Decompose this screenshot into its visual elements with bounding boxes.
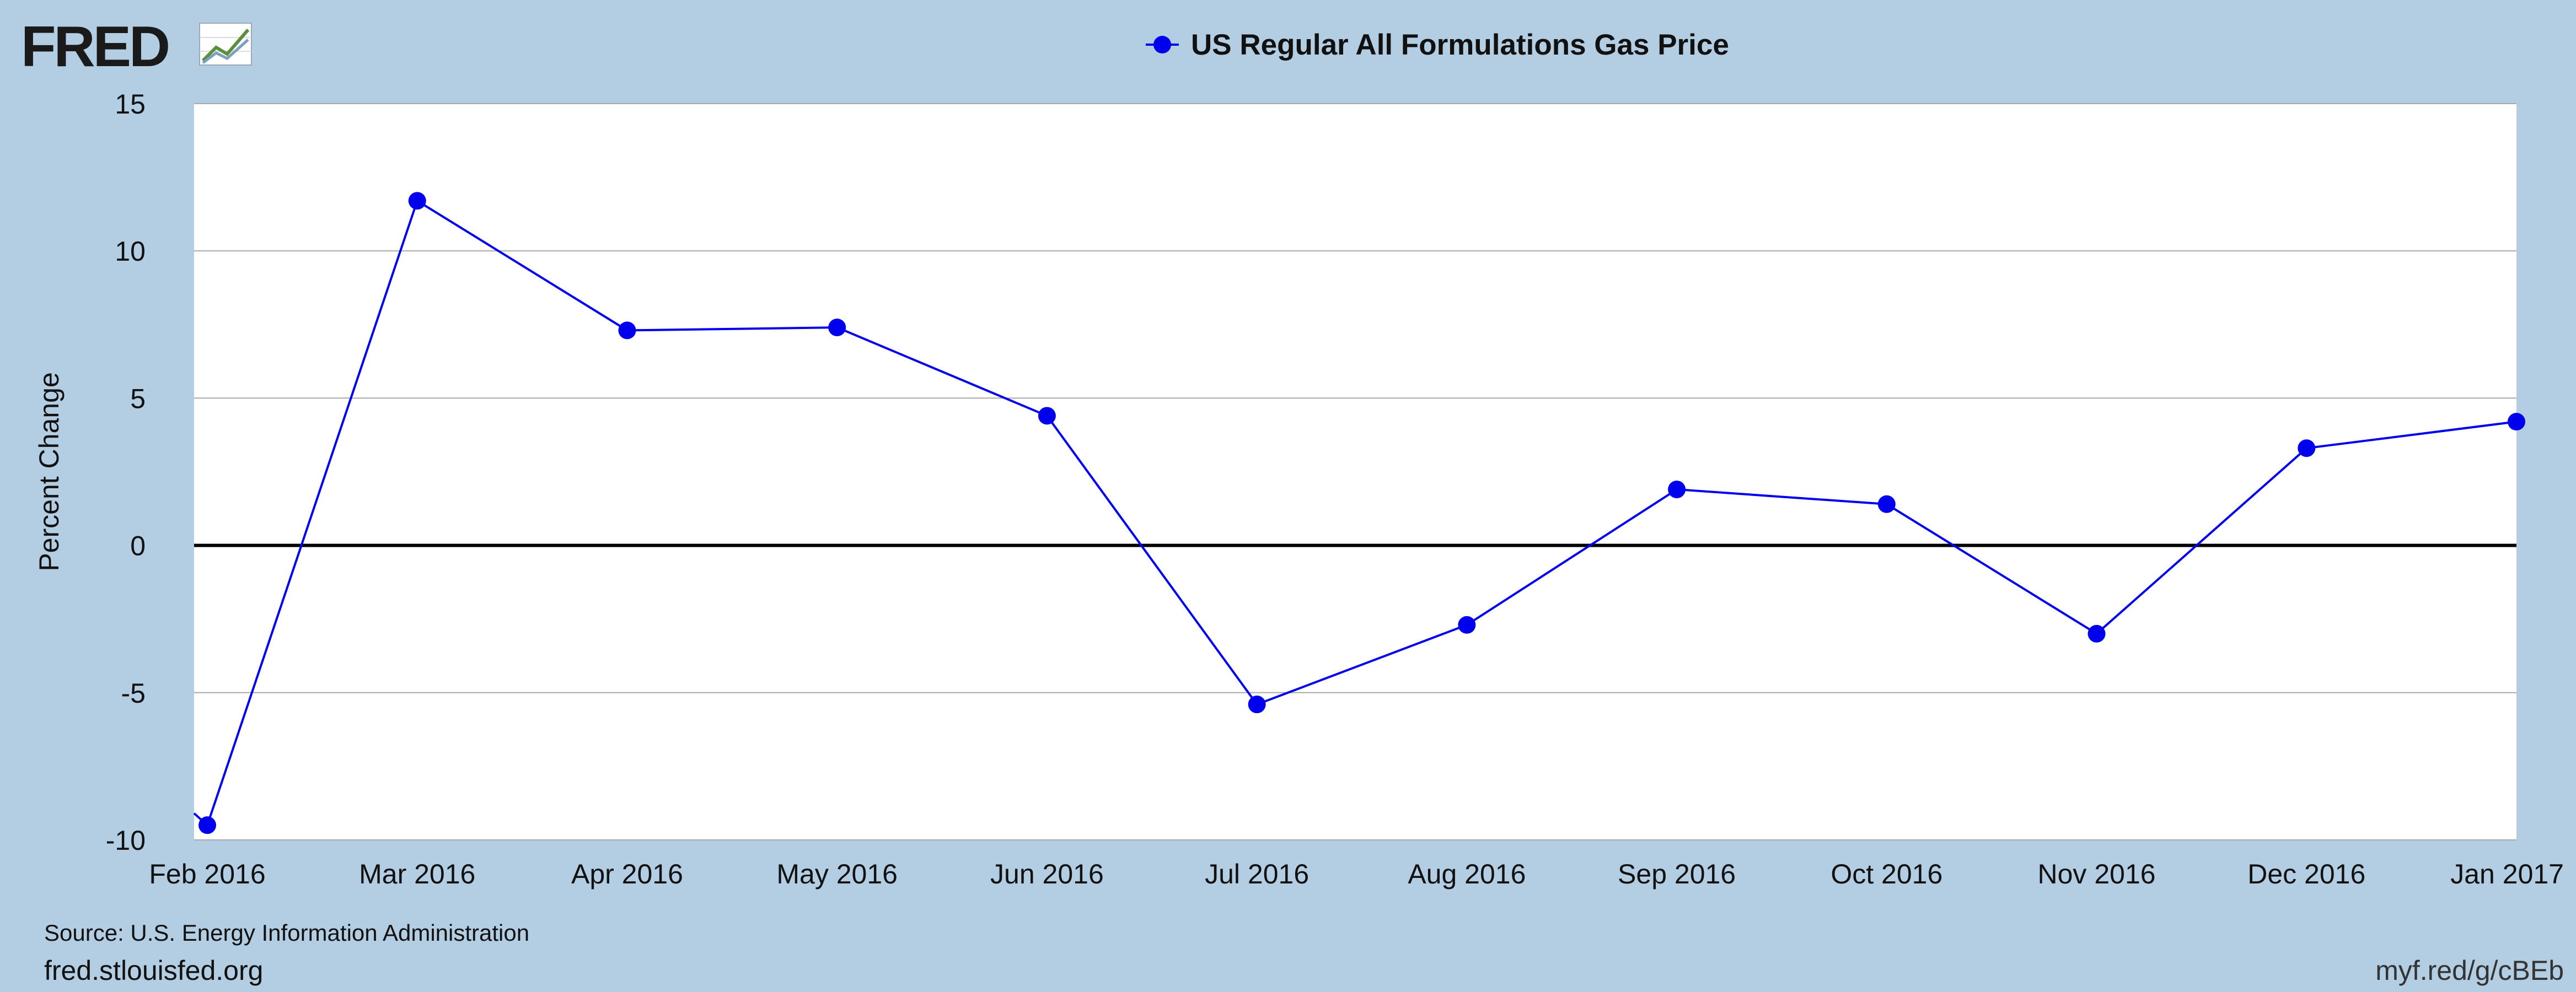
x-tick-label: Apr 2016 — [571, 859, 683, 889]
x-tick-label: Aug 2016 — [1408, 859, 1526, 889]
x-tick-label: May 2016 — [776, 859, 898, 889]
y-tick-label: -5 — [121, 678, 146, 709]
y-tick-label: -10 — [106, 825, 146, 856]
fred-logo[interactable]: FRED — [21, 15, 252, 79]
chart-legend[interactable]: US Regular All Formulations Gas Price — [1146, 29, 1729, 61]
y-tick-label: 0 — [130, 531, 146, 562]
data-point[interactable] — [1458, 616, 1476, 634]
data-point[interactable] — [618, 321, 636, 339]
data-point[interactable] — [1038, 407, 1056, 425]
data-point[interactable] — [1248, 696, 1266, 714]
grid-layer — [194, 103, 2516, 840]
x-axis: Feb 2016 Mar 2016 Apr 2016 May 2016 Jun 2016… — [149, 859, 2564, 889]
logo-text: FRED — [21, 15, 168, 79]
data-point[interactable] — [408, 192, 426, 210]
y-tick-label: 5 — [130, 383, 146, 414]
y-axis-title: Percent Change — [34, 372, 65, 571]
data-point[interactable] — [828, 319, 846, 337]
x-tick-label: Mar 2016 — [359, 859, 475, 889]
source-note: Source: U.S. Energy Information Administ… — [44, 920, 529, 946]
legend-swatch-marker — [1153, 36, 1171, 53]
site-url[interactable]: fred.stlouisfed.org — [44, 955, 263, 986]
plot-area — [194, 104, 2516, 840]
x-tick-label: Sep 2016 — [1618, 859, 1736, 889]
x-tick-label: Oct 2016 — [1831, 859, 1942, 889]
data-point[interactable] — [198, 816, 216, 834]
chart-trend-icon — [199, 23, 252, 66]
x-tick-label: Dec 2016 — [2247, 859, 2365, 889]
data-point[interactable] — [2087, 624, 2106, 643]
x-tick-label: Nov 2016 — [2038, 859, 2156, 889]
y-tick-label: 10 — [115, 236, 146, 267]
legend-label: US Regular All Formulations Gas Price — [1191, 29, 1729, 61]
y-axis: 15 10 5 0 -5 -10 — [106, 89, 146, 856]
data-point[interactable] — [1668, 481, 1686, 499]
data-point[interactable] — [2298, 439, 2316, 457]
data-point[interactable] — [1877, 495, 1896, 513]
x-tick-label: Jun 2016 — [990, 859, 1104, 889]
x-tick-label: Jan 2017 — [2450, 859, 2564, 889]
x-tick-label: Feb 2016 — [149, 859, 265, 889]
data-point[interactable] — [2508, 413, 2525, 431]
x-tick-label: Jul 2016 — [1205, 859, 1309, 889]
y-tick-label: 15 — [115, 89, 146, 120]
short-link[interactable]: myf.red/g/cBEb — [2375, 955, 2564, 986]
series-line — [206, 200, 2517, 826]
series-layer — [193, 192, 2525, 834]
